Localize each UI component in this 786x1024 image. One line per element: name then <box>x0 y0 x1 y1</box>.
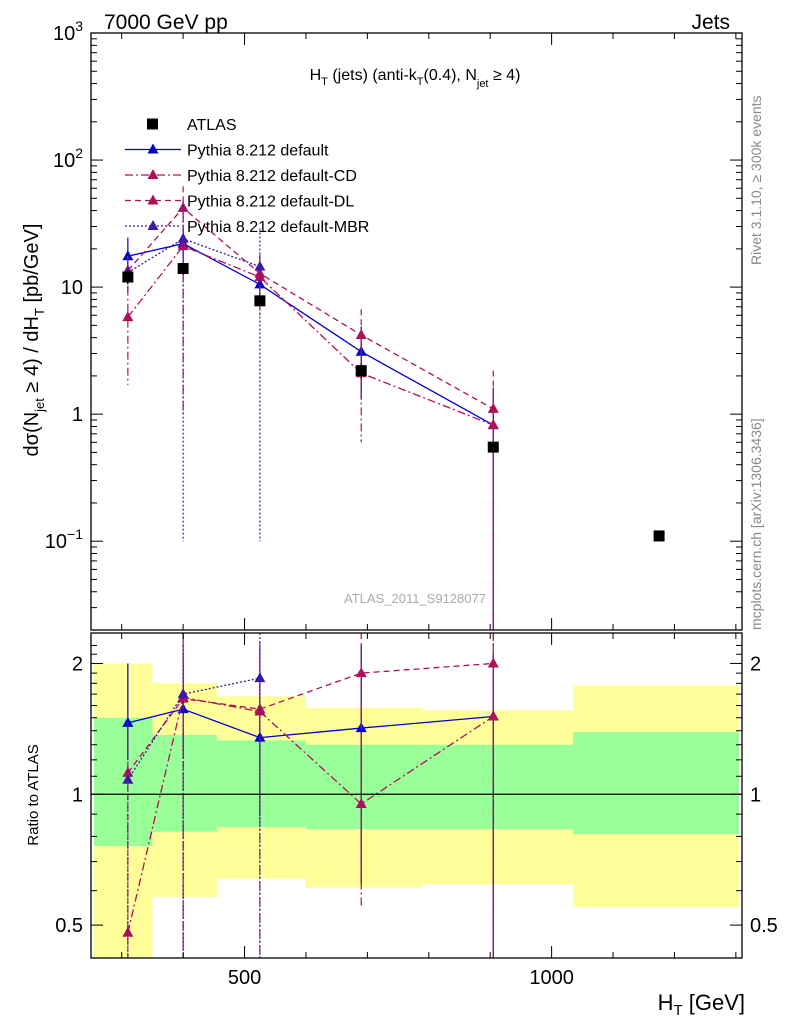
series-point <box>177 201 189 212</box>
series-point <box>177 232 189 243</box>
ratio-tick-label-left: 2 <box>72 653 83 675</box>
legend-label: Pythia 8.212 default-MBR <box>187 219 369 236</box>
legend-label: Pythia 8.212 default <box>187 143 329 160</box>
header-right: Jets <box>691 11 730 34</box>
atlas-data-point <box>355 365 367 377</box>
ratio-band-inner <box>305 744 423 830</box>
legend: ATLAS Pythia 8.212 default Pythia 8.212 de… <box>125 117 369 236</box>
ratio-point <box>487 657 499 668</box>
main-plot <box>122 186 665 630</box>
atlas-data-point <box>177 263 189 275</box>
series-point <box>122 250 134 261</box>
mcplots-label: mcplots.cern.ch [arXiv:1306.3436] <box>748 418 764 630</box>
atlas-data-point <box>653 530 665 542</box>
legend-label: Pythia 8.212 default-DL <box>187 194 354 211</box>
ratio-point <box>254 672 266 683</box>
y-tick-label: 10 <box>61 277 83 299</box>
atlas-data-point <box>254 295 266 307</box>
y-tick-label: 102 <box>53 145 83 172</box>
legend-marker <box>147 169 159 179</box>
analysis-watermark: ATLAS_2011_S9128077 <box>344 591 486 606</box>
series-point <box>355 328 367 339</box>
ratio-plot <box>91 633 742 958</box>
ratio-point <box>122 926 134 937</box>
legend-marker <box>147 194 159 205</box>
ratio-tick-label-right: 1 <box>750 784 761 806</box>
y-tick-label: 1 <box>72 404 83 426</box>
rivet-label: Rivet 3.1.10, ≥ 300k events <box>748 95 764 265</box>
y-tick-label: 10−1 <box>45 526 83 553</box>
series-line <box>127 238 261 274</box>
ratio-tick-label-right: 2 <box>750 653 761 675</box>
ratio-point <box>355 797 367 808</box>
series-point <box>254 260 266 271</box>
series-point <box>122 311 134 322</box>
main-frame <box>90 32 743 631</box>
ratio-band-inner <box>422 744 574 830</box>
ratio-tick-label-left: 0.5 <box>55 915 83 937</box>
atlas-data-point <box>487 441 499 453</box>
legend-label: ATLAS <box>187 117 237 134</box>
ratio-line <box>127 696 494 933</box>
ratio-band-inner <box>152 734 217 832</box>
chart-title: HT (jets) (anti-kT(0.4), Njet ≥ 4) <box>310 67 521 90</box>
x-tick-label: 500 <box>228 967 261 989</box>
ratio-tick-label-left: 1 <box>72 784 83 806</box>
ratio-point <box>254 703 266 714</box>
legend-marker <box>147 143 159 154</box>
y-axis-label: dσ(Njet ≥ 4) / dHT [pb/GeV] <box>21 224 47 457</box>
series-point <box>487 402 499 413</box>
legend-marker-atlas <box>147 118 158 130</box>
x-axis-label: HT [GeV] <box>658 990 745 1019</box>
y-tick-label: 103 <box>53 18 83 45</box>
ratio-frame <box>90 632 743 959</box>
ratio-axis-label: Ratio to ATLAS <box>25 744 42 845</box>
ratio-tick-label-right: 0.5 <box>750 915 778 937</box>
ratio-point <box>122 773 134 784</box>
ratio-band-inner <box>94 717 153 847</box>
ratio-bands <box>94 663 739 958</box>
atlas-data-point <box>122 271 134 283</box>
ratio-point <box>355 667 367 678</box>
header-left: 7000 GeV pp <box>104 11 228 34</box>
legend-label: Pythia 8.212 default-CD <box>187 168 357 185</box>
ratio-band-inner <box>216 740 306 828</box>
ratio-band-inner <box>573 732 739 835</box>
legend-marker <box>147 220 159 230</box>
x-tick-label: 1000 <box>529 967 574 989</box>
ratio-point <box>177 688 189 699</box>
series-point <box>254 267 266 278</box>
